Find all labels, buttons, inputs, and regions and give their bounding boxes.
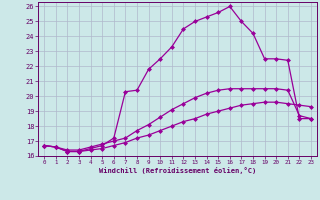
X-axis label: Windchill (Refroidissement éolien,°C): Windchill (Refroidissement éolien,°C)	[99, 167, 256, 174]
